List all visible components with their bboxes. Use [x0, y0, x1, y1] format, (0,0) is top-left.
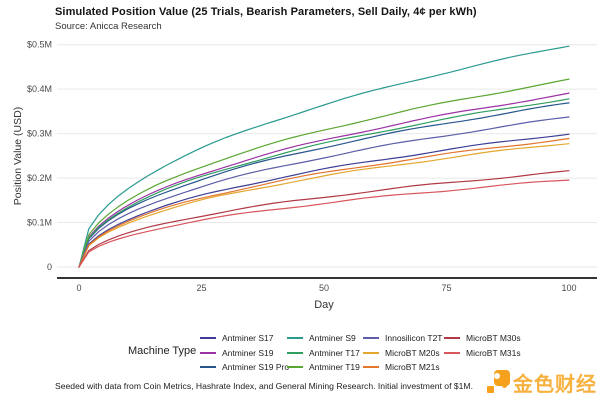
series-line-antminer-t19	[78, 78, 570, 268]
legend-swatch	[200, 337, 216, 340]
series-line-microbt-m31s	[78, 179, 570, 268]
x-tick-label: 0	[76, 283, 81, 293]
x-tick-label: 50	[319, 283, 329, 293]
y-tick-label: $0.5M	[27, 40, 52, 50]
legend-column: Innosilicon T2T MicroBT M20s MicroBT M21s	[363, 331, 442, 375]
legend-label: Antminer S19 Pro	[222, 362, 290, 373]
legend-label: MicroBT M21s	[385, 362, 440, 373]
series-line-antminer-s9	[78, 45, 570, 268]
y-tick-label: $0.2M	[27, 173, 52, 183]
legend-swatch	[287, 351, 303, 354]
legend-label: MicroBT M31s	[466, 347, 521, 358]
y-tick-label: 0	[47, 262, 52, 272]
x-tick-label: 100	[561, 283, 576, 293]
legend-item: MicroBT M30s	[444, 331, 521, 346]
legend-label: MicroBT M30s	[466, 333, 521, 344]
y-axis-title: Position Value (USD)	[12, 106, 24, 206]
legend-label: Antminer S17	[222, 333, 274, 344]
legend-item: MicroBT M31s	[444, 346, 521, 361]
legend-item: Innosilicon T2T	[363, 331, 442, 346]
series-line-antminer-s19-pro	[78, 102, 570, 268]
jinse-finance-logo-icon	[486, 370, 510, 394]
series-line-microbt-m20s	[78, 143, 570, 268]
legend-swatch	[363, 337, 379, 340]
series-line-antminer-t17	[78, 98, 570, 268]
legend-label: Antminer S9	[309, 333, 356, 344]
legend-swatch	[363, 351, 379, 354]
jinse-finance-watermark: 金色财经	[486, 369, 597, 396]
legend-label: Antminer S19	[222, 347, 274, 358]
legend-item: Antminer T17	[287, 346, 360, 361]
legend-item: Antminer S17	[200, 331, 289, 346]
y-tick-label: $0.1M	[27, 218, 52, 228]
x-tick-label: 75	[441, 283, 451, 293]
series-line-microbt-m30s	[78, 170, 570, 268]
legend-swatch	[287, 366, 303, 369]
legend-item: MicroBT M21s	[363, 360, 442, 375]
legend-label: MicroBT M20s	[385, 347, 440, 358]
legend-label: Antminer T17	[309, 347, 360, 358]
legend-swatch	[444, 337, 460, 340]
legend-label: Antminer T19	[309, 362, 360, 373]
legend-item: Antminer S19	[200, 346, 289, 361]
x-tick-label: 25	[196, 283, 206, 293]
legend-item: Antminer S19 Pro	[200, 360, 289, 375]
legend-column: Antminer S9 Antminer T17 Antminer T19	[287, 331, 360, 375]
y-tick-label: $0.3M	[27, 129, 52, 139]
legend-item: Antminer S9	[287, 331, 360, 346]
line-chart-plot: $0.5M $0.4M $0.3M $0.2M $0.1M 0 0 25 50 75 100	[27, 40, 597, 293]
legend-swatch	[200, 351, 216, 354]
legend-title: Machine Type	[128, 345, 197, 357]
legend-swatch	[363, 366, 379, 369]
series-line-antminer-s19	[78, 92, 570, 268]
jinse-finance-logo-text: 金色财经	[513, 373, 597, 396]
chart-subtitle: Source: Anicca Research	[55, 21, 162, 32]
chart-title: Simulated Position Value (25 Trials, Bea…	[55, 6, 477, 18]
legend-swatch	[444, 351, 460, 354]
legend-swatch	[200, 366, 216, 369]
legend-column: MicroBT M30s MicroBT M31s	[444, 331, 521, 360]
series-line-innosilicon-t2t	[78, 116, 570, 268]
x-axis-title: Day	[314, 299, 334, 311]
series-line-microbt-m21s	[78, 137, 570, 268]
series-line-antminer-s17	[78, 133, 570, 268]
y-tick-label: $0.4M	[27, 84, 52, 94]
footnote: Seeded with data from Coin Metrics, Hash…	[55, 381, 473, 391]
legend-column: Antminer S17 Antminer S19 Antminer S19 Pro	[200, 331, 289, 375]
legend-label: Innosilicon T2T	[385, 333, 443, 344]
legend-swatch	[287, 337, 303, 340]
legend-item: MicroBT M20s	[363, 346, 442, 361]
legend-item: Antminer T19	[287, 360, 360, 375]
